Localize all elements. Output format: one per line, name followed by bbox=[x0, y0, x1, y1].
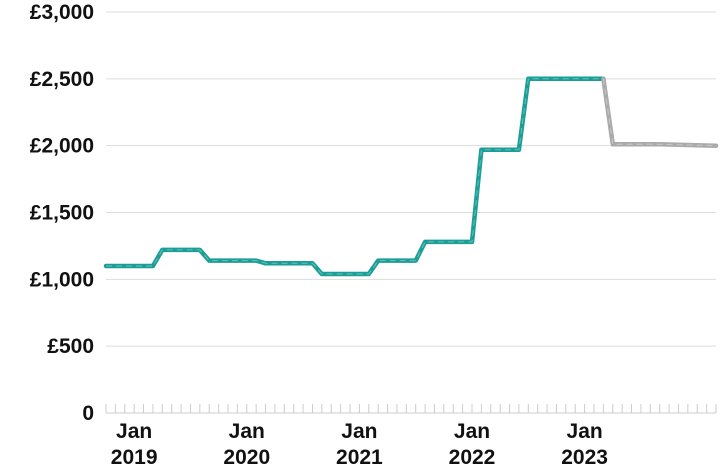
x-tick-label-month: Jan bbox=[116, 420, 152, 443]
y-tick-label: £1,000 bbox=[30, 268, 94, 291]
y-tick-label: 0 bbox=[82, 402, 94, 425]
y-tick-label: £2,000 bbox=[30, 135, 94, 158]
y-tick-label: £3,000 bbox=[30, 1, 94, 24]
x-axis: Jan 2019 Jan 2020 Jan 2021 Jan 2022 Jan 2023 bbox=[105, 404, 717, 469]
y-axis-ticks: 0 £500 £1,000 £1,500 £2,000 £2,500 £3,000 bbox=[30, 1, 94, 425]
y-tick-label: £2,500 bbox=[30, 68, 94, 91]
series-line-highlight-1 bbox=[602, 78, 717, 147]
series-line-highlight-0 bbox=[106, 78, 604, 275]
grid-lines bbox=[106, 11, 716, 347]
x-tick-label-year: 2023 bbox=[561, 446, 608, 469]
series-line-1 bbox=[601, 76, 719, 148]
x-tick-label-year: 2020 bbox=[223, 446, 270, 469]
series-line-0 bbox=[103, 76, 606, 277]
x-tick-label-year: 2019 bbox=[111, 446, 158, 469]
x-tick-label-month: Jan bbox=[341, 420, 377, 443]
y-tick-label: £500 bbox=[47, 335, 94, 358]
x-tick-label-month: Jan bbox=[454, 420, 490, 443]
x-tick-label-year: 2022 bbox=[449, 446, 496, 469]
x-tick-label-year: 2021 bbox=[336, 446, 383, 469]
series-lines bbox=[103, 76, 719, 277]
x-tick-label-month: Jan bbox=[567, 420, 603, 443]
x-tick-label-month: Jan bbox=[229, 420, 265, 443]
y-tick-label: £1,500 bbox=[30, 202, 94, 225]
